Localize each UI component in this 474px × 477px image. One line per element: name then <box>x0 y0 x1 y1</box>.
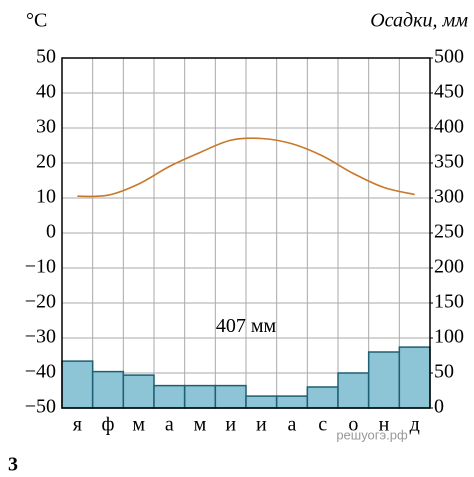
y-tick-label: −10 <box>25 256 56 278</box>
y2-tick-label: 450 <box>434 81 464 103</box>
precipitation-bar <box>122 374 155 409</box>
y2-tick-label: 400 <box>434 116 464 138</box>
y-tick-label: 40 <box>36 81 56 103</box>
x-tick-label: ф <box>102 414 115 436</box>
watermark: решуогэ.рф <box>336 427 408 442</box>
x-tick-label: м <box>132 414 145 436</box>
y2-tick-label: 200 <box>434 256 464 278</box>
y-tick-label: −40 <box>25 361 56 383</box>
precipitation-bar <box>61 360 94 409</box>
y2-tick-label: 50 <box>434 361 454 383</box>
x-tick-label: и <box>256 414 267 436</box>
plot-frame <box>61 57 431 409</box>
precipitation-bar <box>153 384 186 409</box>
precipitation-bar <box>91 370 125 409</box>
annotation: 407 мм <box>216 315 277 337</box>
x-tick-label: а <box>288 414 297 436</box>
y2-tick-label: 150 <box>434 291 464 313</box>
y2-tick-label: 0 <box>434 396 444 418</box>
x-tick-label: о <box>348 414 358 436</box>
x-tick-label: д <box>410 414 420 436</box>
x-tick-label: с <box>318 414 327 436</box>
y2-tick-label: 350 <box>434 151 464 173</box>
y2-tick-label: 500 <box>434 46 464 68</box>
y2-tick-label: 300 <box>434 186 464 208</box>
y-tick-label: −30 <box>25 326 56 348</box>
y-tick-label: −20 <box>25 291 56 313</box>
precipitation-bar <box>183 384 217 409</box>
y-tick-label: 50 <box>36 46 56 68</box>
y-tick-label: 10 <box>36 186 56 208</box>
caption: 3 <box>8 454 18 476</box>
precipitation-bar <box>367 351 401 409</box>
x-tick-label: и <box>225 414 236 436</box>
precipitation-bar <box>275 395 309 409</box>
precipitation-bar <box>306 386 339 409</box>
y-tick-label: 20 <box>36 151 56 173</box>
x-tick-label: я <box>73 414 82 436</box>
y2-tick-label: 100 <box>434 326 464 348</box>
temperature-line <box>77 137 415 198</box>
y-tick-label: 30 <box>36 116 56 138</box>
y-tick-label: 0 <box>46 221 56 243</box>
precipitation-bar <box>337 372 370 409</box>
y-axis-label: °C <box>26 10 47 32</box>
precipitation-bar <box>398 346 431 409</box>
y-tick-label: −50 <box>25 396 56 418</box>
x-tick-label: а <box>165 414 174 436</box>
y2-axis-label: Осадки, мм <box>370 10 468 32</box>
x-tick-label: м <box>194 414 207 436</box>
precipitation-bar <box>214 384 247 409</box>
precipitation-bar <box>245 395 278 409</box>
x-tick-label: н <box>379 414 390 436</box>
y2-tick-label: 250 <box>434 221 464 243</box>
